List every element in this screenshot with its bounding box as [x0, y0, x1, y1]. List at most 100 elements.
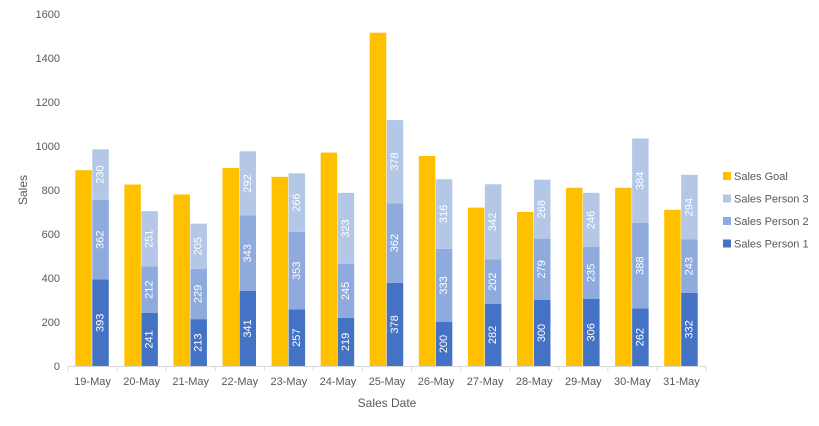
y-tick-label: 1200: [36, 97, 60, 109]
x-tick-label: 25-May: [369, 376, 406, 388]
bar-sales-goal: [369, 32, 387, 366]
y-tick-label: 600: [42, 229, 60, 241]
x-tick-label: 22-May: [221, 376, 258, 388]
data-label-sales-person-3: 246: [585, 211, 597, 229]
bar-sales-person-2: [92, 199, 109, 280]
legend-label-sales-person-1: Sales Person 1: [734, 239, 809, 251]
y-tick-label: 200: [42, 317, 60, 329]
x-tick-label: 21-May: [172, 376, 209, 388]
data-label-sales-person-3: 292: [242, 174, 254, 192]
bar-sales-person-1: [386, 282, 404, 366]
data-label-sales-person-2: 235: [585, 264, 597, 282]
x-tick-label: 31-May: [663, 376, 700, 388]
data-label-sales-person-2: 388: [634, 257, 646, 275]
bar-sales-person-1: [435, 322, 453, 366]
data-label-sales-person-2: 333: [438, 276, 450, 294]
bar-sales-person-3: [239, 151, 257, 216]
data-label-sales-person-3: 342: [487, 213, 499, 231]
data-label-sales-person-1: 378: [389, 315, 401, 333]
data-label-sales-person-3: 268: [536, 200, 548, 218]
bar-sales-person-2: [288, 231, 306, 310]
data-label-sales-person-2: 362: [95, 231, 107, 249]
bar-sales-goal: [320, 152, 338, 366]
data-label-sales-person-3: 230: [95, 165, 107, 183]
data-label-sales-person-3: 205: [193, 237, 205, 255]
bar-sales-person-1: [583, 298, 600, 366]
x-tick-label: 20-May: [123, 376, 160, 388]
bar-sales-goal: [566, 187, 583, 366]
bar-sales-person-2: [190, 268, 207, 320]
bar-sales-person-1: [190, 319, 207, 366]
y-tick-label: 400: [42, 273, 60, 285]
bar-sales-person-2: [484, 259, 502, 304]
bar-sales-person-1: [533, 300, 551, 366]
data-label-sales-person-1: 262: [634, 328, 646, 346]
bar-sales-person-3: [141, 211, 158, 267]
data-label-sales-person-1: 282: [487, 326, 499, 344]
bar-sales-person-2: [435, 248, 453, 322]
bar-sales-person-1: [681, 292, 698, 366]
data-label-sales-person-3: 294: [683, 198, 695, 216]
data-label-sales-person-2: 229: [193, 285, 205, 303]
data-label-sales-person-2: 212: [144, 280, 156, 298]
bar-sales-person-1: [92, 279, 109, 366]
data-label-sales-person-3: 266: [291, 193, 303, 211]
x-tick-label: 29-May: [565, 376, 602, 388]
data-label-sales-person-2: 362: [389, 234, 401, 252]
bar-sales-person-1: [288, 309, 306, 366]
legend: Sales Goal Sales Person 3 Sales Person 2 Sa…: [723, 171, 809, 251]
legend-label-sales-goal: Sales Goal: [734, 171, 788, 183]
bar-sales-person-1: [141, 312, 158, 366]
x-axis-title: Sales Date: [358, 396, 417, 410]
bar-sales-goal: [271, 176, 289, 366]
bar-sales-person-2: [337, 263, 355, 318]
data-labels: 393 362 230 241 212 251 213 229 205 341 343 292 257 3…: [95, 152, 696, 353]
bar-sales-person-2: [632, 223, 649, 309]
data-label-sales-person-3: 378: [389, 152, 401, 170]
x-tick-label: 26-May: [418, 376, 455, 388]
bar-sales-goal: [516, 212, 534, 366]
y-tick-label: 0: [54, 361, 60, 373]
bar-sales-person-3: [337, 192, 355, 264]
bar-sales-person-2: [239, 215, 257, 291]
data-label-sales-person-1: 200: [438, 335, 450, 353]
bar-sales-goal: [467, 207, 485, 366]
data-label-sales-person-3: 323: [340, 219, 352, 237]
legend-swatch-sales-goal: [723, 172, 731, 180]
x-tick-label: 23-May: [271, 376, 308, 388]
data-label-sales-person-1: 257: [291, 329, 303, 347]
y-axis-title: Sales: [16, 175, 30, 205]
bar-sales-goal: [75, 170, 92, 366]
data-label-sales-person-1: 306: [585, 323, 597, 341]
bar-sales-person-3: [92, 149, 109, 200]
bar-sales-person-3: [190, 223, 207, 269]
bar-sales-person-3: [386, 120, 404, 204]
data-label-sales-person-2: 202: [487, 273, 499, 291]
x-tick-label: 30-May: [614, 376, 651, 388]
y-tick-label: 800: [42, 185, 60, 197]
y-tick-label: 1400: [36, 53, 60, 65]
y-tick-label: 1600: [36, 9, 60, 21]
data-label-sales-person-3: 251: [144, 230, 156, 248]
data-label-sales-person-3: 384: [634, 172, 646, 190]
y-tick-label: 1000: [36, 141, 60, 153]
data-label-sales-person-1: 332: [683, 320, 695, 338]
legend-label-sales-person-3: Sales Person 3: [734, 194, 809, 206]
bar-sales-person-2: [583, 246, 600, 299]
data-label-sales-person-2: 353: [291, 261, 303, 279]
bar-sales-person-2: [533, 238, 551, 300]
data-label-sales-person-2: 243: [683, 257, 695, 275]
data-label-sales-person-1: 241: [144, 330, 156, 348]
x-tick-label: 19-May: [74, 376, 111, 388]
bar-sales-person-3: [583, 192, 600, 247]
data-label-sales-person-1: 341: [242, 319, 254, 337]
data-label-sales-person-2: 279: [536, 260, 548, 278]
bar-sales-person-1: [239, 290, 257, 366]
y-axis-ticks: 0 200 400 600 800 1000 1200 1400 1600: [36, 9, 60, 373]
bar-sales-person-3: [533, 179, 551, 239]
bar-sales-goal: [418, 155, 436, 366]
data-label-sales-person-3: 316: [438, 205, 450, 223]
bar-sales-goal: [615, 187, 632, 366]
bars: [75, 32, 698, 366]
